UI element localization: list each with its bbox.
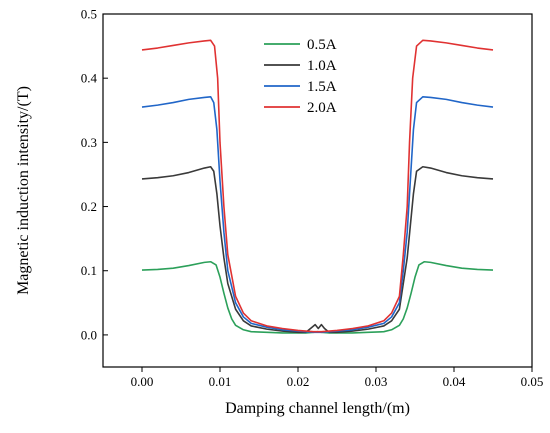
y-tick-label: 0.5: [81, 7, 97, 22]
x-tick-label: 0.01: [209, 374, 232, 389]
legend-label: 2.0A: [307, 100, 337, 116]
y-tick-label: 0.1: [81, 263, 97, 278]
legend-label: 1.0A: [307, 58, 337, 74]
y-tick-label: 0.2: [81, 199, 97, 214]
y-tick-label: 0.4: [81, 71, 98, 86]
x-tick-label: 0.02: [287, 374, 310, 389]
y-axis-ticks: 0.0 0.1 0.2 0.3 0.4 0.5: [81, 7, 108, 342]
series-group: [141, 39, 494, 334]
x-tick-label: 0.03: [365, 374, 388, 389]
legend-label: 0.5A: [307, 37, 337, 53]
series-line-2.0A: [141, 39, 494, 333]
series-line-1.0A: [141, 165, 494, 334]
legend: 0.5A 1.0A 1.5A 2.0A: [264, 37, 337, 116]
x-axis-ticks: 0.00 0.01 0.02 0.03 0.04 0.05: [131, 367, 544, 389]
x-tick-label: 0.04: [443, 374, 466, 389]
y-tick-label: 0.0: [81, 327, 97, 342]
x-axis-title: Damping channel length/(m): [225, 400, 410, 417]
legend-label: 1.5A: [307, 79, 337, 95]
x-tick-label: 0.00: [131, 374, 154, 389]
x-tick-label: 0.05: [521, 374, 544, 389]
y-axis-title: Magnetic induction intensity/(T): [15, 86, 32, 295]
y-tick-label: 0.3: [81, 135, 97, 150]
plot-frame: [102, 13, 533, 368]
